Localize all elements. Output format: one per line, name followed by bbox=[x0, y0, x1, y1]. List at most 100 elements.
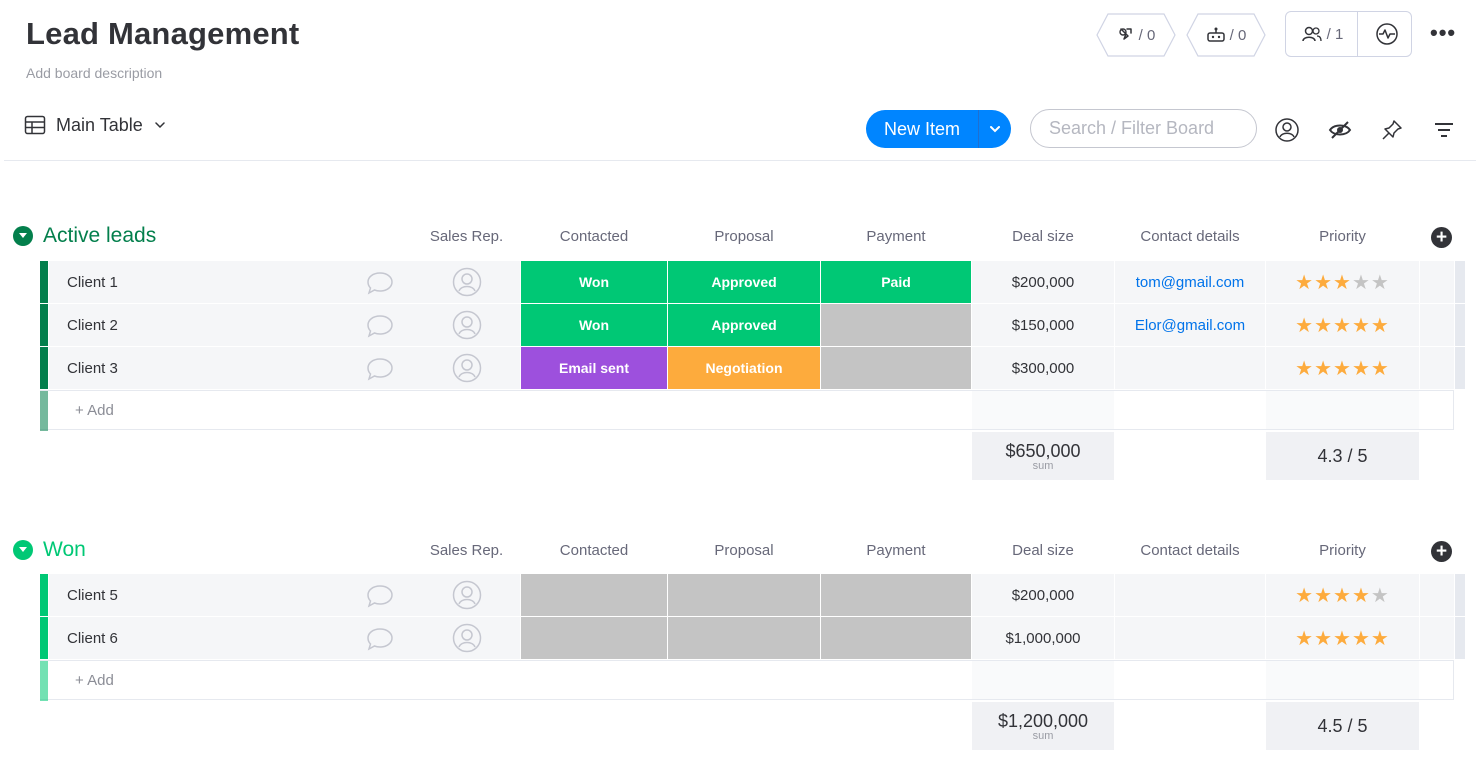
integrations-count: / 0 bbox=[1229, 26, 1247, 44]
updates-icon[interactable] bbox=[365, 270, 395, 301]
new-item-label: New Item bbox=[883, 118, 961, 139]
column-header-priority[interactable]: Priority bbox=[1319, 228, 1366, 245]
new-item-button[interactable]: New Item bbox=[866, 110, 1011, 148]
sort-filter-icon[interactable] bbox=[1430, 116, 1458, 144]
column-header-contacted[interactable]: Contacted bbox=[559, 228, 629, 245]
status-contacted[interactable] bbox=[521, 617, 667, 659]
status-payment[interactable]: Paid bbox=[821, 261, 971, 303]
item-name[interactable]: Client 6 bbox=[49, 617, 413, 659]
activity-icon[interactable] bbox=[1373, 20, 1401, 48]
sales-rep-avatar[interactable] bbox=[413, 261, 520, 303]
add-item-label[interactable]: + Add bbox=[75, 402, 114, 419]
add-item-row[interactable]: + Add bbox=[40, 660, 1454, 701]
deal-size[interactable]: $150,000 bbox=[972, 304, 1114, 346]
hide-columns-icon[interactable] bbox=[1326, 116, 1354, 144]
integrations-button[interactable]: / 0 bbox=[1186, 13, 1266, 57]
table-row[interactable]: Client 5 $200,000 ★★★★ ★ bbox=[40, 574, 1465, 616]
more-options-icon[interactable]: ••• bbox=[1430, 20, 1457, 45]
view-selector[interactable]: Main Table bbox=[24, 114, 167, 136]
column-header-deal-size[interactable]: Deal size bbox=[1012, 228, 1074, 245]
contact-email[interactable]: tom@gmail.com bbox=[1115, 261, 1265, 303]
column-header-contact-details[interactable]: Contact details bbox=[1140, 228, 1240, 245]
contact-email[interactable] bbox=[1115, 574, 1265, 616]
add-column-icon[interactable]: + bbox=[1431, 541, 1452, 562]
deal-size[interactable]: $300,000 bbox=[972, 347, 1114, 389]
priority-rating[interactable]: ★★★★★ bbox=[1266, 261, 1419, 303]
board-description[interactable]: Add board description bbox=[26, 65, 163, 81]
table-row[interactable]: Client 1 Won Approved Paid $200,000 tom@… bbox=[40, 261, 1465, 303]
group-title[interactable]: Active leads bbox=[43, 224, 157, 247]
integration-icon bbox=[1206, 27, 1225, 42]
sum-value: $1,200,000 bbox=[997, 710, 1089, 731]
view-label: Main Table bbox=[56, 114, 143, 135]
status-payment[interactable] bbox=[821, 347, 971, 389]
sum-value: $650,000 bbox=[1005, 440, 1081, 461]
column-header-payment[interactable]: Payment bbox=[866, 542, 926, 559]
status-proposal[interactable]: Approved bbox=[668, 304, 820, 346]
priority-rating[interactable]: ★★★★★ bbox=[1266, 574, 1419, 616]
status-contacted[interactable] bbox=[521, 574, 667, 616]
status-proposal[interactable]: Approved bbox=[668, 261, 820, 303]
status-payment[interactable] bbox=[821, 574, 971, 616]
deal-size-summary: $1,200,000 sum bbox=[972, 702, 1114, 750]
status-proposal[interactable]: Negotiation bbox=[668, 347, 820, 389]
deal-size-summary: $650,000 sum bbox=[972, 432, 1114, 480]
column-header-proposal[interactable]: Proposal bbox=[714, 542, 774, 559]
group-collapse-icon[interactable] bbox=[13, 226, 33, 246]
priority-rating[interactable]: ★★★★★ bbox=[1266, 617, 1419, 659]
contact-email[interactable] bbox=[1115, 617, 1265, 659]
priority-rating[interactable]: ★★★★★ bbox=[1266, 347, 1419, 389]
group-title[interactable]: Won bbox=[43, 538, 86, 561]
updates-icon[interactable] bbox=[365, 583, 395, 614]
board-title[interactable]: Lead Management bbox=[26, 16, 300, 51]
pin-icon[interactable] bbox=[1378, 116, 1406, 144]
column-header-deal-size[interactable]: Deal size bbox=[1012, 542, 1074, 559]
sales-rep-avatar[interactable] bbox=[413, 304, 520, 346]
sales-rep-avatar[interactable] bbox=[413, 574, 520, 616]
item-name[interactable]: Client 3 bbox=[49, 347, 413, 389]
members-count: / 1 bbox=[1326, 25, 1344, 43]
contact-email[interactable]: Elor@gmail.com bbox=[1115, 304, 1265, 346]
item-name[interactable]: Client 2 bbox=[49, 304, 413, 346]
status-contacted[interactable]: Won bbox=[521, 304, 667, 346]
add-column-icon[interactable]: + bbox=[1431, 227, 1452, 248]
column-header-proposal[interactable]: Proposal bbox=[714, 228, 774, 245]
contact-email[interactable] bbox=[1115, 347, 1265, 389]
column-header-sales-rep[interactable]: Sales Rep. bbox=[429, 542, 504, 559]
updates-icon[interactable] bbox=[365, 356, 395, 387]
updates-icon[interactable] bbox=[365, 626, 395, 657]
item-name[interactable]: Client 5 bbox=[49, 574, 413, 616]
status-proposal[interactable] bbox=[668, 617, 820, 659]
search-input[interactable] bbox=[1030, 109, 1257, 148]
automations-button[interactable]: / 0 bbox=[1096, 13, 1176, 57]
item-name[interactable]: Client 1 bbox=[49, 261, 413, 303]
deal-size[interactable]: $200,000 bbox=[972, 261, 1114, 303]
priority-rating[interactable]: ★★★★★ bbox=[1266, 304, 1419, 346]
sales-rep-avatar[interactable] bbox=[413, 617, 520, 659]
column-header-priority[interactable]: Priority bbox=[1319, 542, 1366, 559]
add-item-label[interactable]: + Add bbox=[75, 672, 114, 689]
group-collapse-icon[interactable] bbox=[13, 540, 33, 560]
table-icon bbox=[24, 115, 46, 135]
updates-icon[interactable] bbox=[365, 313, 395, 344]
status-payment[interactable] bbox=[821, 617, 971, 659]
new-item-dropdown-icon[interactable] bbox=[979, 122, 1011, 136]
column-header-contacted[interactable]: Contacted bbox=[559, 542, 629, 559]
add-item-row[interactable]: + Add bbox=[40, 390, 1454, 431]
sales-rep-avatar[interactable] bbox=[413, 347, 520, 389]
status-contacted[interactable]: Email sent bbox=[521, 347, 667, 389]
status-payment[interactable] bbox=[821, 304, 971, 346]
table-row[interactable]: Client 3 Email sent Negotiation $300,000… bbox=[40, 347, 1465, 389]
status-contacted[interactable]: Won bbox=[521, 261, 667, 303]
column-header-payment[interactable]: Payment bbox=[866, 228, 926, 245]
priority-summary: 4.5 / 5 bbox=[1266, 702, 1419, 750]
deal-size[interactable]: $1,000,000 bbox=[972, 617, 1114, 659]
table-row[interactable]: Client 2 Won Approved $150,000 Elor@gmai… bbox=[40, 304, 1465, 346]
column-header-sales-rep[interactable]: Sales Rep. bbox=[429, 228, 504, 245]
column-header-contact-details[interactable]: Contact details bbox=[1140, 542, 1240, 559]
table-row[interactable]: Client 6 $1,000,000 ★★★★★ bbox=[40, 617, 1465, 659]
status-proposal[interactable] bbox=[668, 574, 820, 616]
deal-size[interactable]: $200,000 bbox=[972, 574, 1114, 616]
person-filter-icon[interactable] bbox=[1273, 116, 1301, 144]
automations-count: / 0 bbox=[1138, 26, 1156, 44]
